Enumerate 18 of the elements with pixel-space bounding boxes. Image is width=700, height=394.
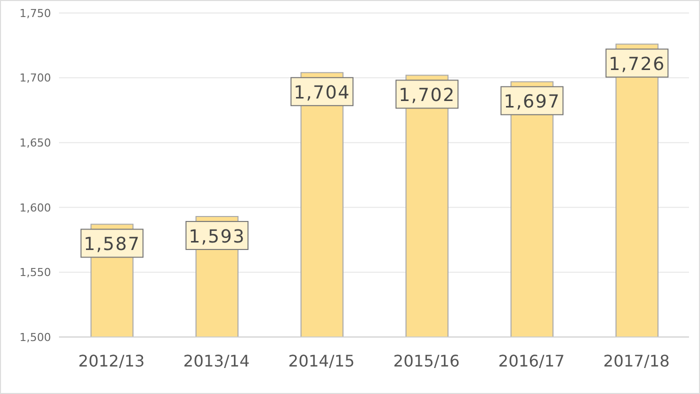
x-tick-label: 2012/13 — [78, 351, 145, 370]
y-tick-label: 1,600 — [20, 201, 51, 214]
x-tick-label: 2017/18 — [603, 351, 670, 370]
data-label: 1,704 — [294, 82, 350, 104]
x-tick-label: 2014/15 — [288, 351, 355, 370]
y-tick-label: 1,700 — [20, 72, 51, 85]
x-tick-label: 2013/14 — [183, 351, 250, 370]
data-label: 1,702 — [398, 85, 456, 106]
x-tick-label: 2016/17 — [498, 351, 565, 370]
data-label: 1,587 — [84, 234, 140, 256]
x-tick-label: 2015/16 — [393, 351, 460, 370]
data-label: 1,726 — [608, 54, 666, 76]
data-label: 1,697 — [504, 92, 560, 113]
y-tick-label: 1,550 — [20, 266, 51, 280]
data-label: 1,593 — [188, 226, 246, 248]
y-tick-label: 1,650 — [20, 136, 51, 150]
y-tick-label: 1,500 — [20, 330, 51, 344]
y-tick-label: 1,750 — [20, 6, 51, 20]
